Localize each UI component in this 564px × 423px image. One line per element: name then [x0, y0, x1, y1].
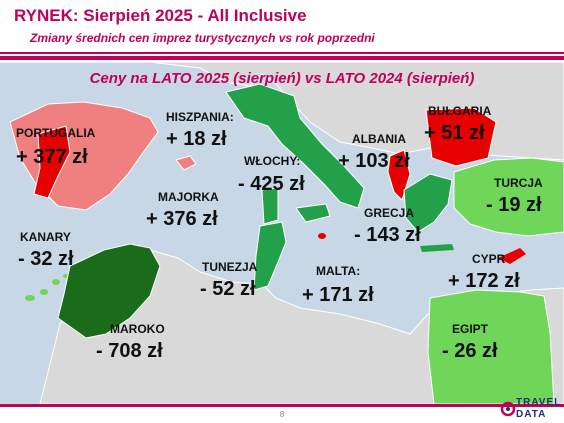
island-crete [420, 244, 454, 252]
land-europe [0, 62, 564, 161]
island-sardinia [261, 187, 279, 225]
label-italy-name: WŁOCHY: [244, 154, 301, 168]
country-albania [387, 149, 411, 201]
country-italy [225, 83, 365, 209]
label-turkey-name: TURCJA [494, 176, 543, 190]
label-turkey-value: - 19 zł [486, 194, 542, 216]
header-rule-bottom [0, 56, 564, 60]
label-bulgaria-name: BUŁGARIA [428, 104, 492, 118]
logo-line1: TRAVEL [516, 397, 562, 408]
label-malta-value: + 171 zł [302, 284, 374, 306]
country-portugal [33, 125, 71, 199]
map-title: Ceny na LATO 2025 (sierpień) vs LATO 202… [89, 70, 475, 87]
label-egypt-value: - 26 zł [442, 340, 498, 362]
travel-data-logo: TRAVEL DATA [500, 396, 562, 422]
label-italy-value: - 425 zł [238, 173, 305, 195]
label-greece-name: GRECJA [364, 206, 415, 220]
map-area [0, 62, 564, 404]
page-number: 8 [279, 410, 285, 419]
label-greece-value: - 143 zł [354, 224, 421, 246]
label-canary-value: - 32 zł [18, 248, 74, 270]
label-bulgaria-value: + 51 zł [424, 122, 485, 144]
country-morocco [57, 243, 161, 339]
label-albania-name: ALBANIA [352, 132, 406, 146]
label-spain-name: HISZPANIA: [166, 110, 234, 124]
label-malta-name: MALTA: [316, 264, 361, 278]
label-morocco-name: MAROKO [110, 322, 165, 336]
label-spain-value: + 18 zł [166, 128, 227, 150]
country-bulgaria [425, 107, 497, 167]
country-turkey [453, 157, 564, 237]
island-canary-1 [25, 295, 35, 301]
label-tunisia-name: TUNEZJA [202, 260, 258, 274]
logo-line2: DATA [516, 409, 547, 420]
page-title: RYNEK: Sierpień 2025 - All Inclusive [14, 6, 307, 25]
label-portugal-value: + 377 zł [16, 146, 88, 168]
label-egypt-name: EGIPT [452, 322, 489, 336]
logo-swirl-icon [500, 401, 516, 417]
country-majorca [175, 155, 197, 171]
mediterranean-map [0, 62, 564, 404]
label-majorca-value: + 376 zł [146, 208, 218, 230]
label-morocco-value: - 708 zł [96, 340, 163, 362]
label-tunisia-value: - 52 zł [200, 278, 256, 300]
country-greece [403, 173, 453, 233]
country-egypt [427, 289, 555, 404]
label-cyprus-value: + 172 zł [448, 270, 520, 292]
header: RYNEK: Sierpień 2025 - All Inclusive Zmi… [0, 0, 564, 58]
island-canary-3 [52, 279, 60, 285]
country-tunisia [253, 221, 287, 291]
label-canary-name: KANARY [20, 230, 71, 244]
island-canary-2 [40, 289, 48, 295]
label-portugal-name: PORTUGALIA [16, 126, 96, 140]
header-rule-top [0, 52, 564, 54]
country-cyprus [498, 248, 526, 264]
island-malta [318, 233, 326, 239]
label-majorca-name: MAJORKA [158, 190, 219, 204]
label-albania-value: + 103 zł [338, 150, 410, 172]
island-sicily [295, 203, 331, 223]
page-subtitle: Zmiany średnich cen imprez turystycznych… [30, 31, 375, 45]
label-cyprus-name: CYPR [472, 252, 506, 266]
footer-rule [0, 404, 564, 407]
